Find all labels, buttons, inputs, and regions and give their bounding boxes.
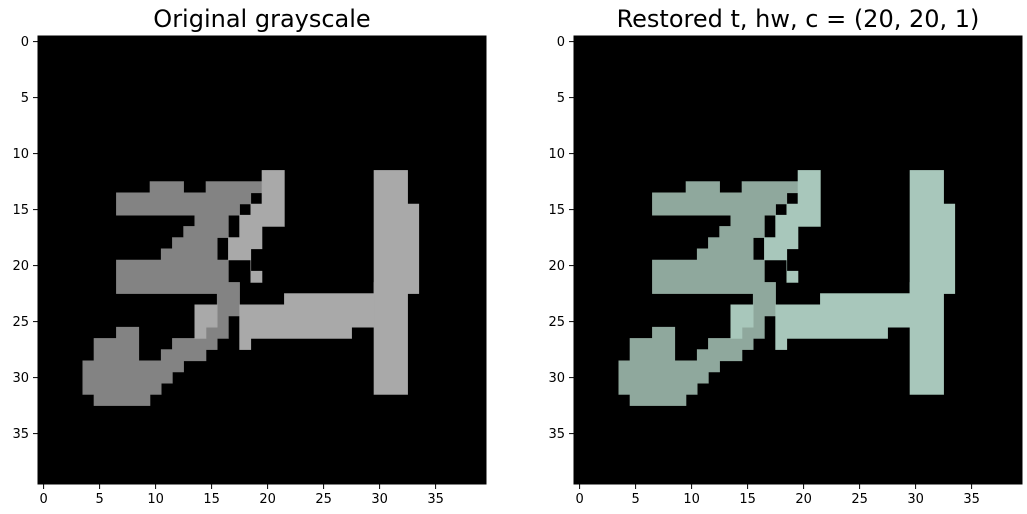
glyph-diagonal-stroke xyxy=(228,170,285,283)
y-tick-label: 10 xyxy=(12,147,29,162)
glyph-left-stroke xyxy=(82,181,263,406)
glyph-bridge-stroke xyxy=(730,304,754,339)
x-tick-label: 30 xyxy=(907,492,924,507)
glyph-vertical-stroke xyxy=(373,170,420,395)
y-tick-label: 25 xyxy=(548,315,565,330)
x-tick-label: 20 xyxy=(259,492,276,507)
y-tick-label: 0 xyxy=(557,35,565,50)
y-tick-label: 30 xyxy=(548,371,565,386)
x-tick-label: 20 xyxy=(795,492,812,507)
glyph-bridge-stroke xyxy=(194,304,218,339)
axes-frame xyxy=(37,35,487,485)
x-tick-label: 10 xyxy=(683,492,700,507)
chart-panel-2: 0 5 10 15 20 25 30 35 0 5 10 15 20 25 30 35 Restored t, … xyxy=(548,5,1023,507)
x-tick-label: 35 xyxy=(427,492,444,507)
image-content xyxy=(618,170,956,406)
y-tick-label: 25 xyxy=(12,315,29,330)
y-tick-label: 0 xyxy=(21,35,29,50)
x-tick-label: 25 xyxy=(315,492,332,507)
y-tick-label: 15 xyxy=(548,203,565,218)
x-tick-label: 0 xyxy=(575,492,583,507)
y-tick-label: 30 xyxy=(12,371,29,386)
y-tick-label: 35 xyxy=(12,427,29,442)
y-tick-label: 15 xyxy=(12,203,29,218)
y-tick-label: 5 xyxy=(21,91,29,106)
glyph-left-stroke xyxy=(618,181,799,406)
y-tick-label: 20 xyxy=(12,259,29,274)
x-tick-label: 5 xyxy=(631,492,639,507)
x-tick-label: 30 xyxy=(371,492,388,507)
image-content xyxy=(82,170,420,406)
x-tick-label: 35 xyxy=(963,492,980,507)
axes-frame xyxy=(573,35,1023,485)
chart-title: Restored t, hw, c = (20, 20, 1) xyxy=(617,5,980,33)
x-tick-label: 0 xyxy=(39,492,47,507)
x-tick-label: 5 xyxy=(95,492,103,507)
chart-panel-1: 0 5 10 15 20 25 30 35 0 5 10 15 20 25 30 35 Original gra… xyxy=(12,5,487,507)
glyph-diagonal-stroke xyxy=(764,170,821,283)
x-tick-label: 15 xyxy=(203,492,220,507)
y-tick-label: 5 xyxy=(557,91,565,106)
x-tick-label: 15 xyxy=(739,492,756,507)
y-tick-label: 35 xyxy=(548,427,565,442)
chart-title: Original grayscale xyxy=(153,5,370,33)
y-tick-label: 20 xyxy=(548,259,565,274)
glyph-vertical-stroke xyxy=(909,170,956,395)
x-tick-label: 10 xyxy=(147,492,164,507)
y-tick-label: 10 xyxy=(548,147,565,162)
x-tick-label: 25 xyxy=(851,492,868,507)
